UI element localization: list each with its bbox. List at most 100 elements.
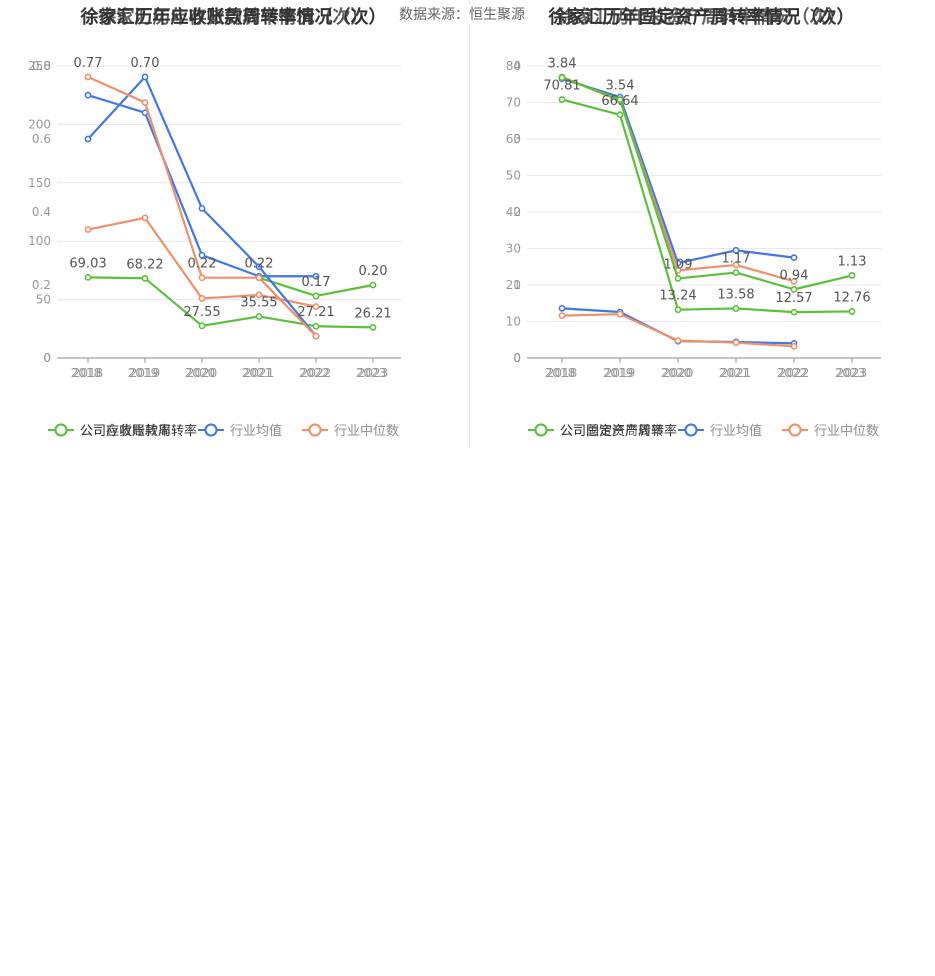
chart-title-overlay: 徐家汇历年总资产周转率情况（次） bbox=[557, 7, 846, 28]
data-point bbox=[312, 292, 320, 300]
chart-title-primary: 徐家汇历年固定资产周转率情况（次） bbox=[548, 7, 855, 28]
data-label: 68.22 bbox=[126, 257, 163, 272]
data-point bbox=[141, 274, 149, 282]
x-tick-label: 2018 bbox=[545, 366, 576, 380]
legend-marker bbox=[788, 423, 802, 437]
data-point bbox=[790, 308, 798, 316]
series-layer bbox=[558, 73, 856, 350]
data-point bbox=[790, 254, 798, 262]
data-point bbox=[558, 96, 566, 103]
x-tick-label: 2018 bbox=[73, 366, 104, 380]
data-label: 3.84 bbox=[548, 57, 577, 72]
data-point bbox=[198, 204, 206, 212]
data-point bbox=[84, 73, 92, 81]
x-tick-label: 2023 bbox=[837, 366, 868, 380]
legend-label: 行业中位数 bbox=[814, 424, 879, 439]
legend-label: 行业均值 bbox=[710, 423, 762, 439]
data-label: 66.64 bbox=[601, 94, 638, 109]
legend-label: 行业中位数 bbox=[814, 424, 879, 439]
data-label: 0.94 bbox=[780, 268, 809, 283]
data-point bbox=[848, 272, 856, 279]
x-tick-label: 2020 bbox=[185, 366, 216, 380]
grid-layer bbox=[57, 65, 401, 301]
chart-title-overlay: 徐家汇历年存货周转率情况（次） bbox=[98, 7, 369, 28]
axis-layer: 0 10 20 30 40 50 60 70 80 2018 2019 2020 2021 2022 202… bbox=[506, 59, 881, 380]
x-tick-label: 2022 bbox=[777, 366, 808, 380]
data-point bbox=[84, 226, 92, 233]
data-label: 0.20 bbox=[359, 264, 388, 279]
series-line bbox=[87, 94, 316, 278]
data-point bbox=[732, 261, 740, 269]
data-point bbox=[790, 285, 798, 293]
chart-title-primary: 徐家汇历年应收账款周转率情况（次） bbox=[80, 7, 387, 28]
y-tick-label: 200 bbox=[28, 117, 51, 131]
x-tick-label: 2022 bbox=[779, 366, 810, 380]
data-label: 0.17 bbox=[302, 275, 331, 290]
y-tick-label: 250 bbox=[28, 59, 51, 73]
y-tick-label: 0 bbox=[43, 351, 51, 365]
data-point bbox=[141, 99, 149, 106]
data-label: 70.81 bbox=[543, 79, 580, 94]
legend-label: 行业均值 bbox=[230, 423, 282, 439]
data-point bbox=[732, 269, 740, 276]
y-tick-label: 0.8 bbox=[32, 59, 51, 73]
data-point bbox=[312, 322, 320, 330]
y-tick-label: 40 bbox=[506, 205, 521, 219]
data-point bbox=[558, 74, 566, 82]
y-tick-label: 3 bbox=[513, 132, 521, 146]
legend-marker bbox=[204, 423, 218, 437]
legend-label: 公司总资产周转率 bbox=[560, 423, 664, 439]
data-point bbox=[84, 273, 92, 281]
x-tick-label: 2023 bbox=[356, 366, 387, 380]
legend-label: 行业中位数 bbox=[334, 424, 399, 439]
data-point bbox=[84, 135, 92, 143]
data-point bbox=[369, 323, 377, 331]
data-point bbox=[255, 291, 263, 299]
data-label: 69.03 bbox=[69, 256, 106, 271]
y-tick-label: 0.6 bbox=[32, 132, 51, 146]
legend-label: 行业均值 bbox=[710, 423, 762, 439]
data-label: 3.54 bbox=[606, 79, 635, 94]
chart-title: 徐家汇历年固定资产周转率情况（次） 徐家汇历年总资产周转率情况（次） bbox=[468, 3, 935, 29]
data-label: 35.55 bbox=[240, 295, 277, 310]
data-label: 0.77 bbox=[74, 56, 103, 71]
y-tick-label: 2 bbox=[513, 205, 521, 219]
legend-marker bbox=[684, 423, 698, 437]
y-tick-label: 0 bbox=[43, 351, 51, 365]
legend-label: 公司固定资产周转率 bbox=[560, 423, 677, 439]
data-label: 27.21 bbox=[297, 305, 334, 320]
data-point bbox=[616, 96, 624, 103]
data-point bbox=[141, 73, 149, 81]
y-tick-label: 0 bbox=[513, 351, 521, 365]
legend-label: 公司应收账款周转率 bbox=[80, 423, 197, 439]
data-point bbox=[198, 251, 206, 259]
x-tick-label: 2019 bbox=[130, 366, 161, 380]
series-line bbox=[561, 77, 795, 265]
legend-label: 行业中位数 bbox=[334, 424, 399, 439]
legend-marker bbox=[54, 423, 68, 437]
y-tick-label: 50 bbox=[506, 169, 521, 183]
y-tick-label: 0.2 bbox=[32, 278, 51, 292]
data-point bbox=[198, 322, 206, 330]
x-tick-label: 2021 bbox=[721, 366, 752, 380]
data-point bbox=[255, 274, 263, 282]
series-line bbox=[87, 276, 374, 329]
data-point bbox=[616, 310, 624, 318]
data-point bbox=[616, 111, 624, 119]
panel-fixed-total-assets: 徐家汇历年固定资产周转率情况（次） 徐家汇历年总资产周转率情况（次） 0 10 20… bbox=[468, 0, 935, 450]
data-label: 13.58 bbox=[717, 287, 754, 302]
data-point bbox=[674, 337, 682, 344]
chart-canvas: 0 10 20 30 40 50 60 70 80 2018 2019 2020 2021 2022 202… bbox=[506, 57, 881, 439]
y-tick-label: 100 bbox=[28, 234, 51, 248]
chart-canvas: 0 50 100 150 200 250 2018 2019 2020 2021 2022 2023 0… bbox=[28, 56, 401, 439]
y-tick-label: 0 bbox=[513, 351, 521, 365]
data-label: 26.21 bbox=[354, 306, 391, 321]
data-point bbox=[790, 277, 798, 285]
data-label-layer: 70.81 66.64 13.24 13.58 12.57 12.76 3.84 3.54 1.… bbox=[543, 57, 870, 306]
legend-marker bbox=[534, 423, 548, 437]
x-tick-label: 2023 bbox=[358, 366, 389, 380]
y-tick-label: 60 bbox=[506, 132, 521, 146]
x-tick-label: 2021 bbox=[242, 366, 273, 380]
